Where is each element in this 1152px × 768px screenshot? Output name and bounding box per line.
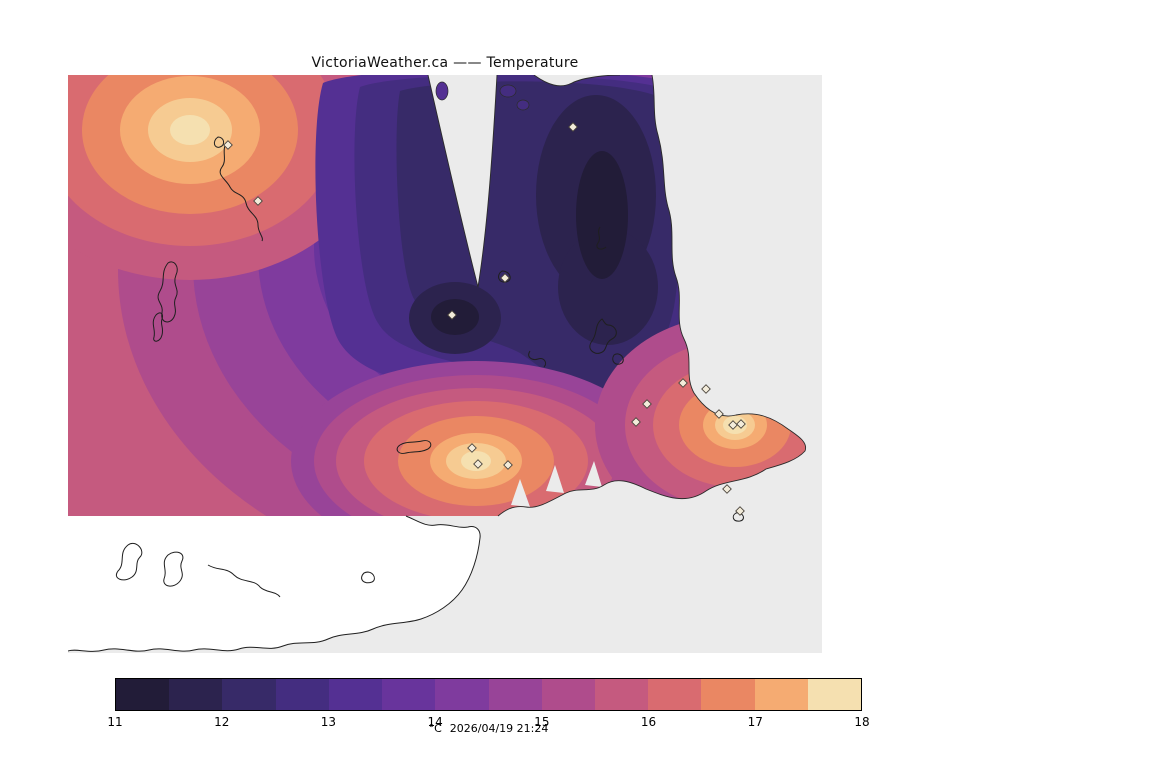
colorbar: 11 12 13 14 15 16 17 18 xyxy=(107,678,870,730)
station-marker xyxy=(735,506,745,516)
station-marker xyxy=(631,417,641,427)
station-marker xyxy=(223,140,233,150)
coastline-details xyxy=(152,136,744,522)
station-markers xyxy=(223,122,746,516)
station-marker xyxy=(503,460,513,470)
station-marker xyxy=(714,409,724,419)
map-plot-area xyxy=(68,75,822,653)
station-marker xyxy=(500,273,510,283)
chart-title: VictoriaWeather.ca —— Temperature xyxy=(311,55,579,71)
colorbar-ticks: 11 12 13 14 15 16 17 18 xyxy=(107,715,869,730)
station-marker xyxy=(467,443,477,453)
colorbar-segment xyxy=(222,679,276,710)
colorbar-caption: °C 2026/04/19 21:24 xyxy=(115,722,862,735)
units-label: °C xyxy=(428,722,442,735)
colorbar-tick-label: 11 xyxy=(107,715,123,729)
station-marker xyxy=(678,378,688,388)
warm-spot-northwest xyxy=(68,75,380,280)
colorbar-segment xyxy=(807,679,862,710)
coastline-outlines xyxy=(427,75,807,517)
colorbar-segment xyxy=(435,679,489,710)
colorbar-tick-label: 15 xyxy=(534,715,550,729)
station-marker xyxy=(728,420,738,430)
colorbar-segment xyxy=(594,679,649,710)
inland-water-outlines xyxy=(116,543,375,598)
colorbar-segment xyxy=(701,679,755,710)
cold-core xyxy=(431,299,479,335)
colorbar-segment xyxy=(169,679,223,710)
colorbar-segment xyxy=(275,679,329,710)
station-marker xyxy=(722,484,732,494)
colorbar-segment xyxy=(328,679,383,710)
colorbar-tick-label: 16 xyxy=(640,715,657,729)
colorbar-gradient xyxy=(115,678,862,711)
station-marker xyxy=(473,459,483,469)
station-marker xyxy=(568,122,578,132)
colorbar-segment xyxy=(541,679,595,710)
station-marker xyxy=(736,419,746,429)
land-outside-data xyxy=(68,515,481,652)
small-islands xyxy=(435,81,530,111)
colorbar-tick-label: 14 xyxy=(427,715,443,729)
harbour-inlets xyxy=(511,461,602,507)
station-marker xyxy=(701,384,711,394)
colorbar-segment xyxy=(648,679,702,710)
colorbar-tick-label: 12 xyxy=(214,715,230,729)
colorbar-tick-label: 17 xyxy=(747,715,763,729)
temperature-map-svg xyxy=(68,75,807,652)
colorbar-tick-label: 18 xyxy=(854,715,870,729)
colorbar-segment xyxy=(116,679,170,710)
station-marker xyxy=(447,310,457,320)
station-marker xyxy=(642,399,652,409)
colorbar-segment xyxy=(488,679,542,710)
colorbar-tick-label: 13 xyxy=(320,715,337,729)
timestamp: 2026/04/19 21:24 xyxy=(449,722,549,735)
colorbar-segment xyxy=(382,679,436,710)
colorbar-segment xyxy=(754,679,808,710)
station-marker xyxy=(253,196,263,206)
